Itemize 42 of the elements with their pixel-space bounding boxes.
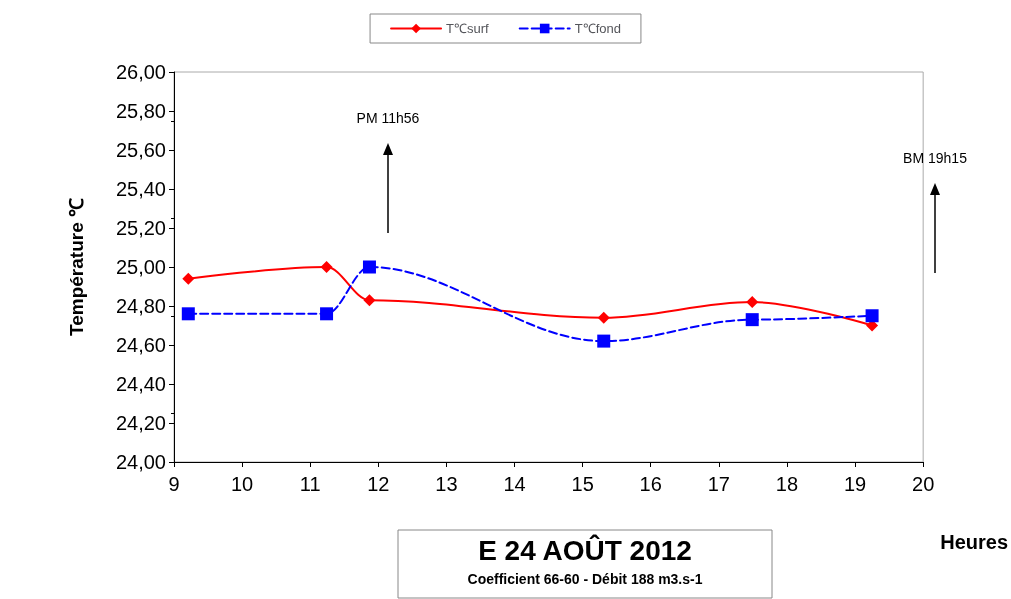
point (745, 313, 759, 327)
y-tick-label: 24,60 (115, 334, 166, 356)
y-tick-label: 24,20 (115, 412, 166, 434)
x-tick-label: 11 (299, 473, 321, 495)
x-tick-label: 16 (639, 473, 662, 495)
legend-label: T℃surf (446, 21, 490, 36)
x-axis-title: Heures (940, 531, 1008, 553)
point (362, 260, 376, 274)
text: Coefficient 66-60 - Débit 188 m3.s-1 (467, 571, 703, 587)
x-tick-label: 12 (367, 473, 390, 495)
point (746, 296, 759, 309)
y-tick-label: 25,00 (115, 256, 166, 278)
annotation: PM 11h56 (356, 110, 420, 126)
point (182, 272, 195, 285)
point (320, 307, 334, 321)
y-tick-label: 24,80 (115, 295, 166, 317)
point (865, 309, 879, 323)
x-tick-label: 14 (503, 473, 526, 495)
y-tick-label: 26,00 (115, 61, 166, 83)
x-tick-label: 17 (707, 473, 730, 495)
point (181, 307, 195, 321)
y-tick-label: 24,00 (115, 451, 166, 473)
y-tick-label: 25,20 (115, 217, 166, 239)
y-tick-label: 25,80 (115, 100, 166, 122)
x-tick-label: 19 (843, 473, 867, 495)
x-tick-label: 15 (571, 473, 594, 495)
annotation: BM 19h15 (903, 150, 968, 166)
x-tick-label: 13 (435, 473, 458, 495)
x-tick-label: 9 (168, 473, 180, 495)
point (597, 311, 610, 324)
y-axis-title: Température ℃ (66, 198, 87, 336)
x-tick-label: 10 (230, 473, 254, 495)
y-tick-label: 24,40 (115, 373, 166, 395)
y-tick-label: 25,60 (115, 139, 166, 161)
x-tick-label: 20 (912, 473, 935, 495)
point (363, 294, 376, 307)
point (597, 334, 611, 348)
x-tick-label: 18 (775, 473, 799, 495)
y-tick-label: 25,40 (115, 178, 166, 200)
text: E 24 AOÛT 2012 (478, 533, 692, 566)
legend-label: T℃fond (574, 21, 621, 36)
point (320, 261, 333, 273)
